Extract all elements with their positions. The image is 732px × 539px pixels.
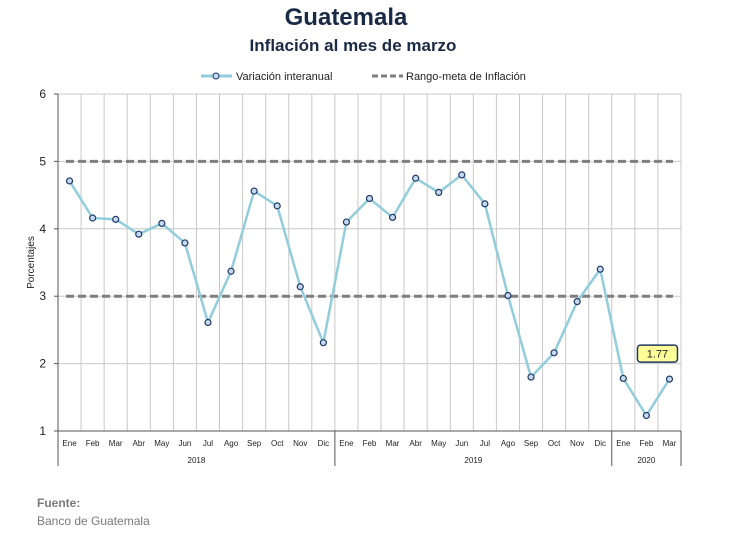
- x-tick-label: Dic: [594, 439, 606, 448]
- series-variacion-interanual: [65, 171, 674, 420]
- data-point: [250, 187, 258, 195]
- data-point: [112, 215, 120, 223]
- year-label: 2018: [188, 456, 206, 465]
- y-tick-label: 2: [39, 357, 46, 371]
- legend-series-marker-swatch: [212, 72, 220, 80]
- data-point: [204, 318, 212, 327]
- x-tick-label: Abr: [409, 439, 422, 448]
- x-tick-label: May: [431, 439, 446, 448]
- x-tick-label: Ago: [501, 439, 516, 448]
- data-point: [596, 265, 604, 273]
- x-axis: Ene Feb Mar Abr May Jun Jul Ago Sep Oct Nov Dic Ene F…: [57, 430, 682, 466]
- x-tick-label: May: [154, 439, 169, 448]
- data-point: [435, 188, 443, 197]
- data-point: [550, 349, 558, 357]
- data-point: [181, 239, 189, 247]
- x-tick-label: Mar: [386, 439, 400, 448]
- data-point: [458, 171, 466, 179]
- data-point: [135, 230, 143, 238]
- x-tick-label: Dic: [318, 439, 330, 448]
- chart-legend: Variación interanual Rango-meta de Infla…: [201, 71, 526, 83]
- x-tick-label: Nov: [570, 439, 584, 448]
- x-tick-label: Ago: [224, 439, 239, 448]
- y-axis-title: Porcentajes: [26, 236, 37, 289]
- year-label: 2020: [637, 456, 655, 465]
- callout-label: 1.77: [647, 349, 668, 361]
- data-point: [665, 375, 674, 383]
- data-point: [412, 174, 420, 182]
- data-point: [319, 339, 327, 347]
- x-tick-label: Abr: [133, 439, 146, 448]
- x-tick-label: Nov: [293, 439, 307, 448]
- data-point: [342, 218, 351, 226]
- x-tick-label: Jul: [480, 439, 490, 448]
- y-axis: 1 2 3 4 5 6 Porcentajes: [26, 87, 59, 438]
- data-point: [642, 411, 650, 420]
- y-tick-label: 5: [39, 154, 46, 168]
- chart-subtitle: Inflación al mes de marzo: [249, 36, 457, 55]
- data-point: [527, 373, 535, 381]
- data-point: [227, 267, 235, 275]
- legend-series-label: Variación interanual: [236, 71, 332, 83]
- data-point: [388, 213, 397, 221]
- y-tick-label: 1: [39, 424, 46, 438]
- last-value-callout: 1.77: [636, 344, 679, 363]
- x-tick-label: Feb: [639, 439, 653, 448]
- target-range-lines: [66, 159, 673, 298]
- x-tick-label: Oct: [271, 439, 284, 448]
- x-tick-label: Jul: [203, 439, 213, 448]
- y-tick-label: 3: [39, 289, 46, 303]
- data-point: [619, 374, 627, 383]
- data-point: [65, 177, 74, 185]
- x-tick-label: Sep: [524, 439, 539, 448]
- data-point: [365, 194, 374, 203]
- x-tick-label: Mar: [109, 439, 123, 448]
- legend-target-label: Rango-meta de Inflación: [406, 71, 526, 83]
- year-label: 2019: [464, 456, 482, 465]
- x-tick-label: Ene: [339, 439, 354, 448]
- x-tick-label: Ene: [616, 439, 631, 448]
- chart-title: Guatemala: [284, 4, 408, 31]
- source-value: Banco de Guatemala: [37, 514, 150, 528]
- data-point: [504, 291, 512, 300]
- x-tick-label: Feb: [86, 439, 100, 448]
- x-tick-label: Oct: [548, 439, 561, 448]
- data-point: [573, 297, 581, 306]
- data-point: [89, 214, 97, 222]
- x-tick-label: Ene: [62, 439, 77, 448]
- y-tick-label: 4: [39, 222, 46, 236]
- callout-box: [636, 344, 679, 363]
- data-point: [273, 202, 281, 210]
- source-label: Fuente:: [37, 496, 81, 510]
- x-tick-label: Feb: [363, 439, 377, 448]
- y-tick-label: 6: [39, 87, 46, 101]
- data-point: [296, 283, 304, 291]
- data-point: [481, 200, 489, 208]
- x-tick-label: Jun: [178, 439, 191, 448]
- data-point: [158, 219, 166, 228]
- x-tick-label: Jun: [455, 439, 468, 448]
- x-tick-label: Sep: [247, 439, 262, 448]
- x-tick-label: Mar: [663, 439, 677, 448]
- gridlines: [58, 93, 682, 432]
